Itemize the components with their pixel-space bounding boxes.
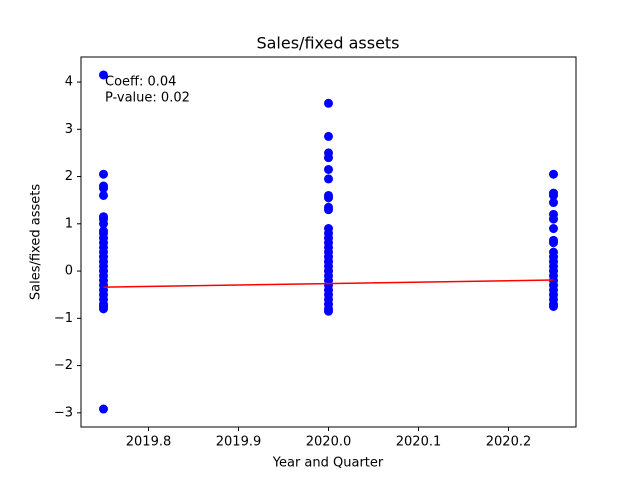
y-tick-label: 3	[65, 122, 73, 137]
x-tick-label: 2020.1	[396, 435, 442, 450]
point	[99, 190, 108, 200]
point	[324, 193, 333, 203]
x-tick-label: 2019.8	[126, 435, 172, 450]
y-axis-label: Sales/fixed assets	[29, 184, 44, 300]
point	[549, 198, 558, 208]
point	[549, 302, 558, 312]
point	[324, 164, 333, 174]
x-axis-label: Year and Quarter	[272, 456, 384, 471]
point	[549, 224, 558, 234]
point	[324, 174, 333, 184]
point	[99, 219, 108, 229]
chart-title: Sales/fixed assets	[256, 34, 399, 53]
annotation: Coeff: 0.04	[105, 75, 176, 90]
point	[324, 306, 333, 316]
y-tick-label: 4	[65, 75, 73, 90]
point	[99, 304, 108, 314]
point	[99, 404, 108, 414]
point	[99, 183, 108, 193]
point	[549, 214, 558, 224]
point	[324, 205, 333, 215]
x-tick-label: 2020.2	[486, 435, 532, 450]
plot-frame	[80, 56, 577, 428]
x-tick-label: 2019.9	[216, 435, 262, 450]
y-tick-label: 2	[65, 169, 73, 184]
annotation: P-value: 0.02	[105, 91, 190, 106]
point	[549, 238, 558, 248]
point	[99, 70, 108, 80]
point	[324, 98, 333, 108]
y-tick-label: 0	[65, 264, 73, 279]
regression-line	[103, 279, 554, 288]
y-tick-label: −2	[54, 358, 73, 373]
y-tick-label: −3	[54, 405, 73, 420]
y-tick-label: −1	[54, 311, 73, 326]
point	[549, 190, 558, 200]
point	[549, 169, 558, 179]
y-tick-label: 1	[65, 216, 73, 231]
point	[324, 153, 333, 163]
point	[324, 131, 333, 141]
x-tick-label: 2020.0	[306, 435, 352, 450]
point	[99, 169, 108, 179]
